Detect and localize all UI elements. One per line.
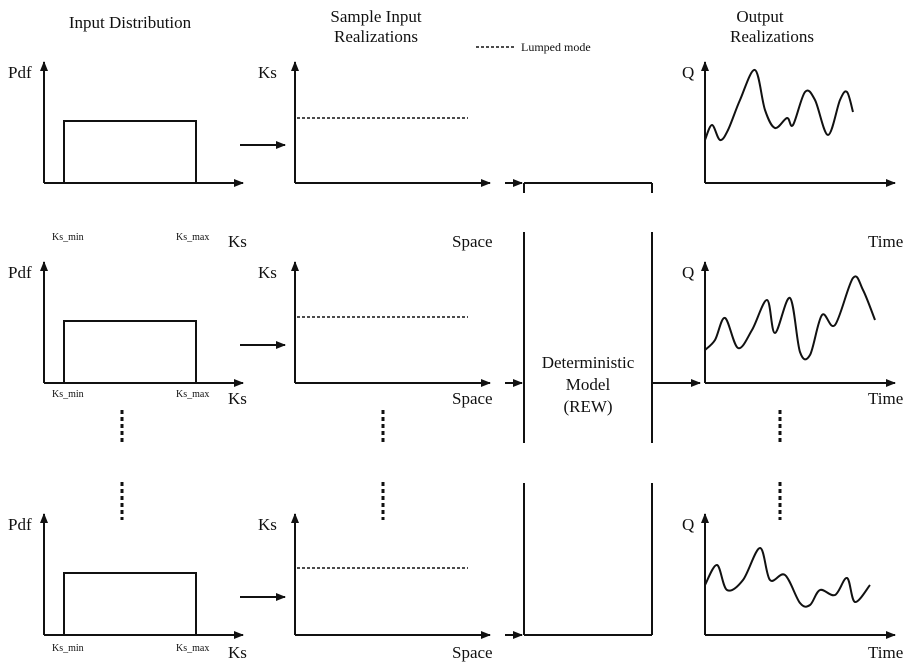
- output-curve: [704, 546, 871, 608]
- axis-label: Space: [452, 232, 493, 251]
- axis-label: Ks: [228, 232, 247, 251]
- header: Realizations: [730, 27, 814, 46]
- axis-label: Time: [868, 389, 903, 408]
- axis-label: Pdf: [8, 263, 32, 282]
- tick-label: Ks_max: [176, 389, 209, 400]
- output-curve: [704, 69, 854, 142]
- axis-label: Q: [682, 515, 694, 534]
- axis-label: Ks: [228, 643, 247, 662]
- legend-label: Lumped mode: [521, 40, 591, 54]
- axis-label: Q: [682, 63, 694, 82]
- model-label: Model: [566, 375, 611, 394]
- header: Input Distribution: [69, 13, 192, 32]
- uniform-pdf: [63, 120, 197, 184]
- axis-label: Space: [452, 389, 493, 408]
- tick-label: Ks_min: [52, 232, 84, 243]
- uniform-pdf: [63, 320, 197, 384]
- model-label: Deterministic: [542, 353, 635, 372]
- axis-label: Ks: [258, 263, 277, 282]
- axis-label: Time: [868, 643, 903, 662]
- tick-label: Ks_min: [52, 643, 84, 654]
- tick-label: Ks_max: [176, 643, 209, 654]
- tick-label: Ks_min: [52, 389, 84, 400]
- axis-label: Q: [682, 263, 694, 282]
- tick-label: Ks_max: [176, 232, 209, 243]
- header: Sample Input: [330, 7, 421, 26]
- axis-label: Ks: [258, 515, 277, 534]
- model-label: (REW): [563, 397, 612, 416]
- axis-label: Space: [452, 643, 493, 662]
- uniform-pdf: [63, 572, 197, 636]
- axis-label: Ks: [228, 389, 247, 408]
- header: Realizations: [334, 27, 418, 46]
- axis-label: Ks: [258, 63, 277, 82]
- header: Output: [736, 7, 784, 26]
- output-curve: [704, 275, 876, 361]
- axis-label: Pdf: [8, 63, 32, 82]
- axis-label: Time: [868, 232, 903, 251]
- axis-label: Pdf: [8, 515, 32, 534]
